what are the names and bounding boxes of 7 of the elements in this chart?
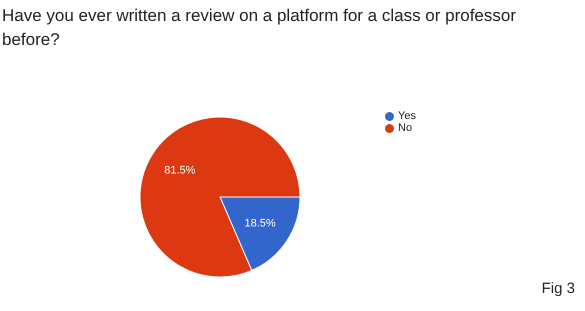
legend-label: No bbox=[398, 122, 412, 134]
caption: Fig 3 bbox=[542, 280, 575, 297]
data-label: 18.5% bbox=[244, 217, 276, 230]
data-label: 81.5% bbox=[164, 164, 196, 177]
chart-title: Have you ever written a review on a platform for a class or professor before? bbox=[2, 5, 517, 51]
legend-label: Yes bbox=[398, 110, 416, 122]
pie-slice bbox=[140, 116, 300, 278]
